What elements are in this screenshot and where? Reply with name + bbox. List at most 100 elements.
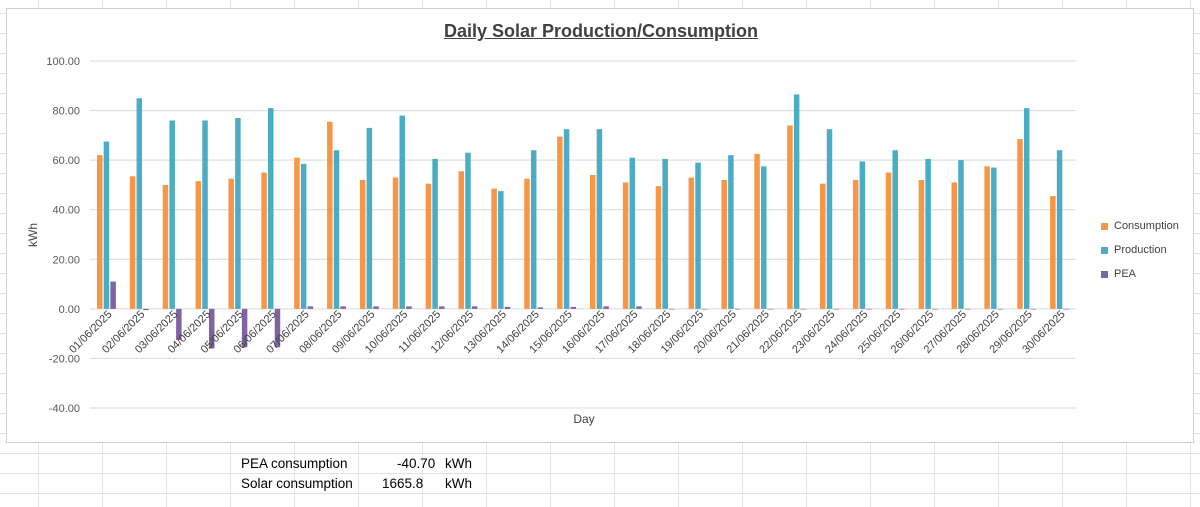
bar-pea-1[interactable]: [110, 281, 116, 309]
bar-consumption-13[interactable]: [491, 188, 497, 309]
bar-pea-30[interactable]: [1063, 308, 1070, 310]
bar-pea-8[interactable]: [340, 306, 346, 309]
bar-pea-10[interactable]: [406, 306, 412, 309]
bar-pea-22[interactable]: [800, 308, 807, 310]
bar-pea-20[interactable]: [734, 308, 741, 310]
bar-pea-18[interactable]: [669, 308, 675, 310]
bar-consumption-24[interactable]: [852, 179, 859, 309]
bar-pea-14[interactable]: [537, 307, 544, 309]
legend-swatch: [1101, 246, 1108, 254]
bar-production-29[interactable]: [1023, 108, 1030, 309]
bar-pea-5[interactable]: [241, 308, 248, 348]
bar-pea-28[interactable]: [997, 308, 1004, 310]
bar-production-3[interactable]: [169, 120, 175, 309]
bar-consumption-25[interactable]: [885, 172, 892, 309]
bar-pea-9[interactable]: [373, 306, 379, 309]
bar-production-21[interactable]: [761, 166, 767, 309]
bar-consumption-14[interactable]: [524, 178, 530, 309]
bar-consumption-15[interactable]: [557, 136, 563, 309]
bar-consumption-28[interactable]: [984, 166, 990, 309]
bar-consumption-10[interactable]: [392, 177, 399, 309]
bar-production-25[interactable]: [892, 150, 898, 309]
bar-production-27[interactable]: [958, 160, 964, 309]
bar-pea-24[interactable]: [866, 308, 872, 310]
bar-pea-17[interactable]: [636, 306, 642, 309]
bar-production-12[interactable]: [465, 152, 471, 309]
bar-consumption-6[interactable]: [261, 172, 267, 309]
legend-label: PEA: [1114, 268, 1137, 280]
bar-pea-16[interactable]: [603, 306, 609, 309]
bar-consumption-30[interactable]: [1050, 196, 1056, 309]
bar-production-1[interactable]: [103, 141, 110, 309]
bar-pea-13[interactable]: [504, 306, 511, 309]
bar-consumption-17[interactable]: [622, 182, 629, 309]
chart-plot: 100.00 80.00 60.00 40.00 20.00 0.00 -20.00 -40.…: [26, 56, 1076, 426]
bar-production-30[interactable]: [1056, 150, 1063, 309]
bar-production-18[interactable]: [662, 158, 668, 309]
bar-consumption-20[interactable]: [721, 179, 727, 309]
bar-production-2[interactable]: [136, 98, 143, 309]
bar-production-23[interactable]: [826, 129, 833, 309]
bar-production-26[interactable]: [925, 158, 931, 309]
bar-consumption-11[interactable]: [425, 183, 432, 309]
y-tick-label: 40.00: [52, 205, 80, 217]
bar-consumption-1[interactable]: [96, 155, 103, 309]
bar-pea-21[interactable]: [767, 308, 774, 310]
bar-production-5[interactable]: [235, 118, 241, 309]
bar-production-24[interactable]: [859, 161, 866, 309]
bar-pea-4[interactable]: [208, 308, 215, 349]
bar-consumption-12[interactable]: [458, 171, 465, 309]
bar-production-6[interactable]: [268, 108, 274, 309]
bar-production-17[interactable]: [629, 157, 636, 309]
bar-pea-2[interactable]: [143, 308, 149, 311]
bar-pea-19[interactable]: [701, 308, 708, 310]
chart-legend[interactable]: Consumption Production PEA: [1101, 214, 1179, 286]
bar-production-20[interactable]: [728, 155, 734, 309]
bar-consumption-19[interactable]: [688, 177, 695, 309]
bar-production-22[interactable]: [793, 94, 800, 309]
bar-consumption-4[interactable]: [195, 181, 202, 309]
bar-consumption-3[interactable]: [162, 184, 169, 309]
bar-production-4[interactable]: [202, 120, 208, 309]
bar-consumption-16[interactable]: [589, 175, 596, 309]
bar-production-16[interactable]: [596, 129, 603, 309]
bar-production-10[interactable]: [399, 115, 405, 309]
bar-pea-11[interactable]: [439, 306, 445, 309]
bar-consumption-29[interactable]: [1017, 139, 1023, 309]
bar-consumption-7[interactable]: [294, 157, 300, 309]
legend-item-pea[interactable]: PEA: [1101, 262, 1179, 286]
bar-pea-26[interactable]: [932, 308, 938, 310]
bar-pea-7[interactable]: [307, 306, 314, 309]
bar-pea-23[interactable]: [833, 308, 839, 310]
bar-pea-29[interactable]: [1030, 308, 1037, 310]
bar-production-19[interactable]: [695, 162, 701, 309]
chart-container[interactable]: Daily Solar Production/Consumption 100.0…: [6, 8, 1194, 443]
bar-pea-3[interactable]: [176, 308, 182, 340]
bar-production-11[interactable]: [432, 158, 438, 309]
bar-production-9[interactable]: [366, 127, 373, 309]
bar-production-8[interactable]: [333, 150, 340, 309]
bar-production-14[interactable]: [530, 150, 537, 309]
bar-pea-27[interactable]: [964, 308, 971, 310]
bar-pea-25[interactable]: [899, 308, 905, 310]
bar-pea-15[interactable]: [570, 306, 577, 309]
bar-production-7[interactable]: [300, 163, 307, 309]
bar-pea-12[interactable]: [471, 306, 478, 309]
legend-item-production[interactable]: Production: [1101, 238, 1179, 262]
bar-production-28[interactable]: [991, 167, 997, 309]
bar-production-15[interactable]: [563, 129, 570, 309]
bar-consumption-8[interactable]: [327, 121, 333, 309]
bar-consumption-2[interactable]: [129, 176, 136, 309]
bar-consumption-26[interactable]: [918, 179, 925, 309]
bar-consumption-5[interactable]: [228, 178, 234, 309]
bar-consumption-22[interactable]: [787, 125, 793, 309]
bar-consumption-9[interactable]: [359, 179, 366, 309]
bar-consumption-27[interactable]: [951, 182, 958, 309]
bar-consumption-21[interactable]: [754, 153, 760, 309]
bar-consumption-23[interactable]: [820, 183, 826, 309]
bar-consumption-18[interactable]: [655, 186, 662, 309]
legend-item-consumption[interactable]: Consumption: [1101, 214, 1179, 238]
bar-production-13[interactable]: [498, 191, 504, 309]
pea-consumption-label: PEA consumption: [241, 456, 348, 471]
bar-pea-6[interactable]: [274, 308, 281, 348]
